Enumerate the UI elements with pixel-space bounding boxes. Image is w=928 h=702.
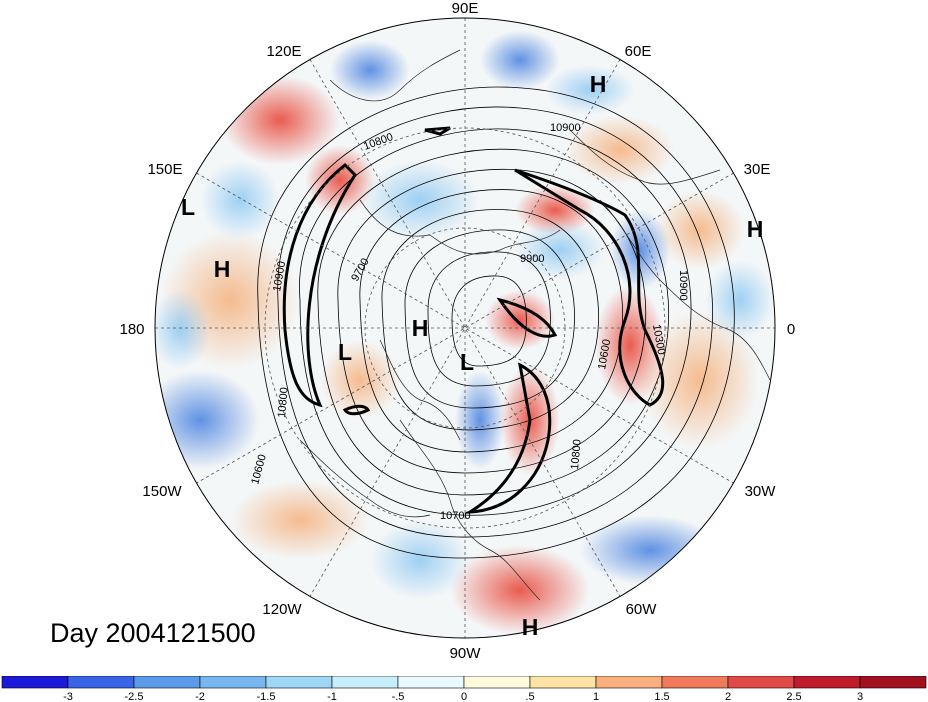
colorbar-swatch (199, 676, 267, 689)
contour-label: 10600 (596, 338, 613, 370)
contour-label: 10900 (677, 270, 689, 301)
colorbar-tick-label: 1.5 (654, 691, 669, 702)
contour-label: 10800 (569, 439, 584, 471)
colorbar-swatch (529, 676, 597, 689)
colorbar-swatch (331, 676, 399, 689)
lon-label-120w: 120W (262, 601, 302, 618)
high-center: H (522, 614, 539, 640)
pressure-centers: H H L H H L L H (181, 71, 763, 640)
colorbar-tick-label: -1.5 (257, 691, 276, 702)
colorbar-tick-label: 1 (593, 691, 599, 702)
colorbar-swatch (727, 676, 795, 689)
colorbar-tick-label: -1 (327, 691, 337, 702)
colorbar-tick-label: 0 (461, 691, 467, 702)
lon-label-120e: 120E (266, 43, 301, 60)
contour-label: 10700 (440, 510, 471, 522)
lon-label-60e: 60E (625, 43, 652, 60)
lon-label-30e: 30E (744, 161, 771, 178)
colorbar-tick-label: -.5 (392, 691, 405, 702)
colorbar-swatch (463, 676, 531, 689)
lon-label-150e: 150E (147, 161, 182, 178)
graticule (155, 18, 775, 638)
contour-label: 9900 (520, 253, 544, 265)
high-center: H (747, 216, 764, 242)
colorbar-tick-label: 2.5 (786, 691, 801, 702)
colorbar-ticks: -3 -2.5 -2 -1.5 -1 -.5 0 .5 1 1.5 2 2.5 3 (63, 691, 863, 702)
colorbar: -3 -2.5 -2 -1.5 -1 -.5 0 .5 1 1.5 2 2.5 3 (1, 676, 927, 702)
map-boundary (154, 17, 776, 639)
lon-label-0: 0 (787, 321, 795, 338)
high-center: H (214, 256, 231, 282)
colorbar-swatch (859, 676, 927, 689)
colorbar-tick-label: .5 (525, 691, 534, 702)
colorbar-swatch (133, 676, 201, 689)
lon-label-150w: 150W (142, 483, 182, 500)
low-center: L (338, 339, 352, 365)
colorbar-tick-label: -3 (63, 691, 73, 702)
jet-contours (282, 126, 665, 514)
lon-label-30w: 30W (745, 483, 777, 500)
lon-label-90e: 90E (452, 0, 479, 17)
anomaly-field (155, 18, 775, 638)
colorbar-tick-label: 2 (725, 691, 731, 702)
lon-label-180: 180 (119, 321, 144, 338)
colorbar-swatch (265, 676, 333, 689)
colorbar-swatch (793, 676, 861, 689)
colorbar-tick-label: 3 (857, 691, 863, 702)
low-center: L (460, 349, 474, 375)
colorbar-swatch (397, 676, 465, 689)
polar-map: 90E 60E 30E 0 30W 60W 90W 120W 150W 180 … (119, 0, 795, 662)
colorbar-swatch (67, 676, 135, 689)
high-center: H (412, 315, 429, 341)
longitude-labels: 90E 60E 30E 0 30W 60W 90W 120W 150W 180 … (119, 0, 795, 662)
colorbar-swatch (595, 676, 663, 689)
colorbar-swatches (1, 676, 927, 689)
contour-label: 10900 (550, 122, 581, 134)
colorbar-swatch (661, 676, 729, 689)
contour-label: 10300 (650, 323, 667, 355)
coastlines (299, 49, 771, 601)
low-center: L (181, 194, 195, 220)
contour-label: 10900 (271, 260, 288, 292)
lon-label-90w: 90W (450, 645, 482, 662)
lon-label-60w: 60W (626, 601, 658, 618)
colorbar-tick-label: -2.5 (125, 691, 144, 702)
high-center: H (590, 71, 607, 97)
colorbar-swatch (1, 676, 69, 689)
map-title: Day 2004121500 (50, 618, 256, 648)
contour-label: 10800 (276, 387, 291, 419)
colorbar-tick-label: -2 (195, 691, 205, 702)
